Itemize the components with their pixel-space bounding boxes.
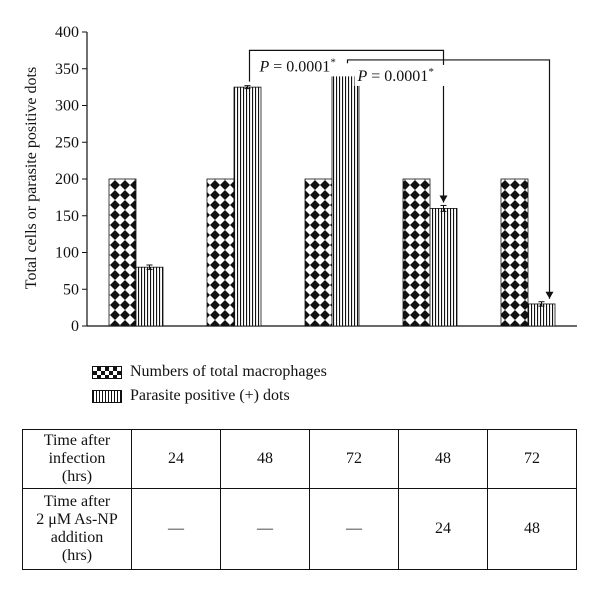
y-tick-label: 100	[55, 245, 79, 262]
row-header-line: 2 μM As-NP	[36, 511, 118, 528]
p-value-label: P = 0.0001*	[259, 56, 336, 75]
row-header-line: addition	[50, 529, 104, 546]
y-tick-label: 0	[71, 318, 79, 335]
significance-annotations: P = 0.0001* P = 0.0001*	[248, 49, 554, 299]
table-cell: 24	[398, 488, 488, 570]
y-tick-label: 350	[55, 61, 79, 78]
bar-parasite-dots	[429, 207, 458, 327]
error-bar	[244, 85, 251, 90]
legend-swatch-diamond	[92, 365, 122, 379]
axes: 0 50 100 150 200 250 300 350 400	[55, 24, 577, 335]
significance-bracket: P = 0.0001*	[248, 49, 448, 203]
row-header-line: infection	[48, 450, 106, 467]
table-cell: 72	[309, 429, 399, 489]
y-tick-label: 50	[63, 281, 79, 298]
legend-label: Parasite positive (+) dots	[130, 387, 290, 404]
table-cell: —	[309, 488, 399, 570]
bar-macrophages	[304, 178, 333, 327]
y-tick-label: 150	[55, 208, 79, 225]
bar-macrophages	[500, 178, 529, 327]
row-header-line: Time after	[43, 493, 111, 510]
table-cell: 48	[220, 429, 310, 489]
legend: Numbers of total macrophages Parasite po…	[92, 360, 327, 408]
legend-item-macrophages: Numbers of total macrophages	[92, 360, 327, 384]
y-axis-label: Total cells or parasite positive dots	[23, 67, 40, 289]
table-cell: 48	[398, 429, 488, 489]
row-header: Time after 2 μM As-NP addition (hrs)	[22, 488, 132, 570]
significance-bracket: P = 0.0001*	[346, 59, 554, 299]
table-row-asnp: Time after 2 μM As-NP addition (hrs) — —…	[22, 488, 577, 570]
bars	[108, 66, 556, 327]
p-value-label: P = 0.0001*	[357, 66, 434, 85]
row-header: Time after infection (hrs)	[22, 429, 132, 489]
table-cell: —	[220, 488, 310, 570]
row-header-line: (hrs)	[61, 547, 93, 564]
legend-swatch-stripes	[92, 389, 122, 403]
legend-label: Numbers of total macrophages	[130, 363, 327, 380]
bar-macrophages	[108, 178, 137, 327]
bar-macrophages	[206, 178, 235, 327]
table-cell: 24	[131, 429, 221, 489]
row-header-line: (hrs)	[61, 468, 93, 485]
table-cell: —	[131, 488, 221, 570]
bar-parasite-dots	[331, 68, 360, 327]
bar-parasite-dots	[527, 303, 556, 327]
y-tick-label: 400	[55, 24, 79, 41]
legend-item-parasite-dots: Parasite positive (+) dots	[92, 384, 327, 408]
error-bar	[538, 301, 545, 307]
error-bar	[440, 204, 447, 212]
bar-macrophages	[402, 178, 431, 327]
error-bar	[146, 264, 153, 270]
table-row-infection: Time after infection (hrs) 24 48 72 48 7…	[22, 429, 577, 489]
y-tick-label: 300	[55, 98, 79, 115]
y-tick-label: 250	[55, 134, 79, 151]
time-table: Time after infection (hrs) 24 48 72 48 7…	[22, 429, 577, 570]
table-cell: 48	[487, 488, 577, 570]
row-header-line: Time after	[43, 432, 111, 449]
bar-chart: Total cells or parasite positive dots 0 5…	[23, 24, 577, 335]
bar-parasite-dots	[233, 86, 262, 327]
table-cell: 72	[487, 429, 577, 489]
y-tick-label: 200	[55, 171, 79, 188]
bar-parasite-dots	[135, 266, 164, 327]
